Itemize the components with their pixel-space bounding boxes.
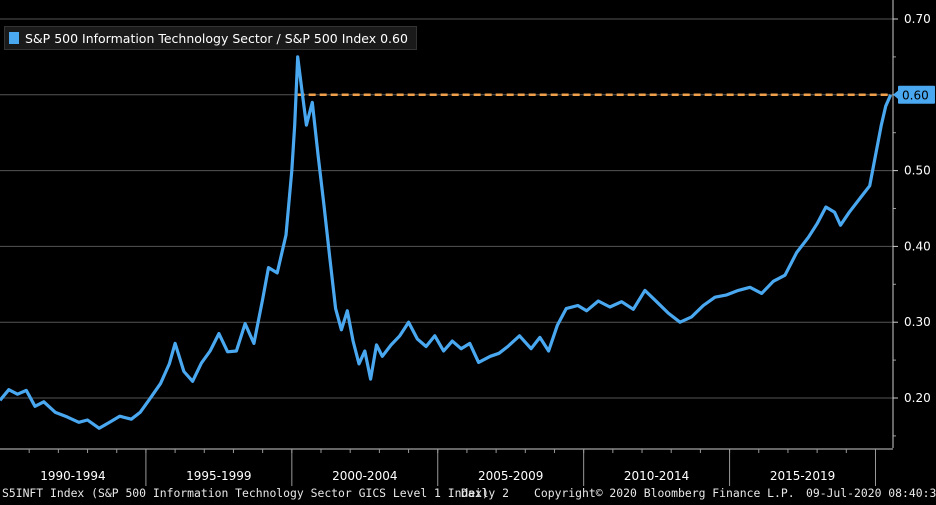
y-tick-label: 0.20 — [904, 391, 931, 405]
x-tick-label: 2015-2019 — [770, 469, 835, 483]
axes: 0.70 0.60 0.50 0.40 0.30 0.20 1990-1994 1995-19… — [0, 0, 935, 486]
footer-ticker: S5INFT Index (S&P 500 Information Techno… — [2, 486, 489, 500]
x-tick-label: 2010-2014 — [624, 469, 689, 483]
x-tick-label: 2000-2004 — [332, 469, 397, 483]
y-tick-label: 0.70 — [904, 12, 931, 26]
legend-swatch — [9, 32, 19, 44]
footer-copyright: Copyright© 2020 Bloomberg Finance L.P. — [534, 486, 795, 500]
legend-label: S&P 500 Information Technology Sector / … — [25, 30, 408, 46]
footer: S5INFT Index (S&P 500 Information Techno… — [0, 486, 936, 501]
last-value-box — [898, 85, 935, 104]
last-value-label: 0.60 — [902, 88, 929, 102]
x-tick-label: 1990-1994 — [40, 469, 105, 483]
y-tick-label: 0.50 — [904, 164, 931, 178]
y-tick-label: 0.40 — [904, 239, 931, 253]
legend: S&P 500 Information Technology Sector / … — [4, 26, 417, 50]
x-tick-label: 2005-2009 — [478, 469, 543, 483]
last-value-pointer — [893, 89, 899, 100]
footer-timestamp: 09-Jul-2020 08:40:32 — [806, 486, 936, 500]
x-tick-label: 1995-1999 — [186, 469, 251, 483]
footer-frequency: Daily 2 — [461, 486, 510, 500]
series-line — [0, 55, 893, 430]
grid — [0, 18, 893, 399]
y-tick-label: 0.30 — [904, 315, 931, 329]
series-group — [0, 55, 893, 430]
